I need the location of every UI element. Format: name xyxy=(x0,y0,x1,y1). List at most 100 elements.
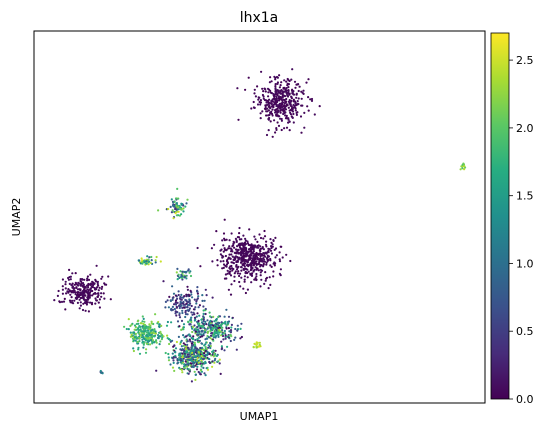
cell-point xyxy=(204,361,207,365)
cell-point xyxy=(463,168,466,171)
cell-point xyxy=(223,237,226,240)
cell-point xyxy=(292,103,295,106)
cell-point xyxy=(74,281,77,284)
cell-point xyxy=(242,248,245,251)
cell-point xyxy=(293,100,297,103)
colorbar-tick-label: 2.5 xyxy=(516,54,534,67)
cell-point xyxy=(229,339,232,343)
cell-point xyxy=(167,207,170,211)
cell-point xyxy=(256,103,260,106)
cell-point xyxy=(193,341,196,344)
cell-point xyxy=(196,354,199,357)
cell-point xyxy=(202,366,205,369)
cell-point xyxy=(84,309,87,312)
cell-point xyxy=(74,291,77,294)
cell-point xyxy=(253,262,256,265)
cell-point xyxy=(223,218,226,221)
cell-point xyxy=(138,340,141,343)
cell-point xyxy=(287,89,290,92)
cell-point xyxy=(98,298,101,301)
y-axis-label: UMAP2 xyxy=(10,198,23,237)
cell-point xyxy=(171,357,174,360)
cell-point xyxy=(273,94,276,97)
cell-point xyxy=(271,135,274,138)
cell-point xyxy=(187,309,190,313)
cell-point xyxy=(285,103,288,106)
cell-point xyxy=(154,313,157,316)
cell-point xyxy=(196,333,199,336)
cell-point xyxy=(227,257,230,260)
cell-point xyxy=(200,335,204,338)
cell-point xyxy=(180,345,183,348)
cell-point xyxy=(79,301,82,304)
cell-point xyxy=(207,326,210,329)
colorbar: 0.0 0.5 1.0 1.5 2.0 2.5 xyxy=(490,32,534,406)
cell-point xyxy=(89,294,92,297)
cell-point xyxy=(275,128,278,131)
cell-point xyxy=(226,269,229,272)
cell-point xyxy=(276,82,279,85)
cell-point xyxy=(240,269,243,272)
cell-point xyxy=(252,269,255,272)
cell-point xyxy=(176,320,180,323)
cell-point xyxy=(261,87,264,90)
cell-point xyxy=(241,263,244,266)
cell-point xyxy=(150,320,153,323)
cell-point xyxy=(211,350,214,353)
cell-point xyxy=(249,254,253,257)
cell-point xyxy=(145,325,148,328)
cell-point xyxy=(258,253,261,256)
cell-point xyxy=(218,362,221,365)
cell-point xyxy=(172,359,175,362)
cell-point xyxy=(200,364,203,367)
cell-point xyxy=(143,320,146,323)
cell-point xyxy=(267,255,271,258)
cell-point xyxy=(75,286,78,289)
cell-point xyxy=(141,320,144,323)
cell-point xyxy=(197,359,200,362)
cell-point xyxy=(193,319,196,322)
cell-point xyxy=(238,232,241,235)
cell-point xyxy=(143,332,146,335)
cell-point xyxy=(196,340,199,343)
cell-point xyxy=(68,299,72,302)
cell-point xyxy=(217,315,220,319)
cell-point xyxy=(234,237,237,240)
cell-point xyxy=(174,294,177,297)
cell-point xyxy=(276,76,279,79)
cell-point xyxy=(98,306,101,309)
cell-point xyxy=(79,304,82,307)
cell-point xyxy=(278,260,282,263)
cell-point xyxy=(140,322,143,325)
cell-point xyxy=(198,339,201,342)
cell-point xyxy=(262,248,265,251)
cell-point xyxy=(64,287,67,290)
cell-point xyxy=(255,278,258,282)
cell-point xyxy=(174,350,177,354)
cell-point xyxy=(185,270,188,273)
cell-point xyxy=(152,341,156,344)
cell-point xyxy=(95,288,98,291)
cell-point xyxy=(269,91,272,94)
cell-point xyxy=(299,115,303,118)
cell-point xyxy=(184,313,188,316)
cell-point xyxy=(158,323,161,326)
cell-point xyxy=(192,308,196,311)
cell-point xyxy=(177,208,180,211)
cell-point xyxy=(87,278,91,281)
cell-point xyxy=(188,298,191,301)
cell-point xyxy=(204,320,207,323)
cell-point xyxy=(264,90,267,93)
cell-point xyxy=(178,352,181,355)
cell-point xyxy=(252,248,255,251)
cell-point xyxy=(260,70,263,73)
scatter-points xyxy=(53,68,467,383)
cell-point xyxy=(240,322,243,325)
cell-point xyxy=(294,107,297,110)
cell-point xyxy=(292,98,295,101)
cell-point xyxy=(192,354,195,357)
cell-point xyxy=(199,369,202,372)
cell-point xyxy=(246,288,249,291)
cell-point xyxy=(280,245,283,248)
cell-point xyxy=(196,292,199,295)
